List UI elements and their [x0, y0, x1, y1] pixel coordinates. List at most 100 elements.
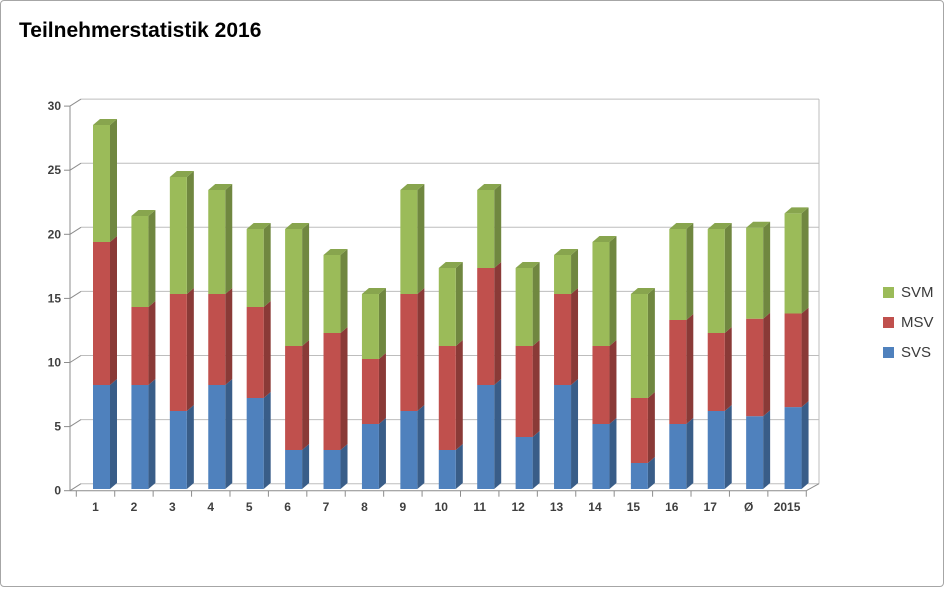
bar-segment-svs	[438, 450, 456, 489]
bar-segment-side-msv	[763, 312, 771, 417]
x-axis-category-label: 12	[511, 500, 525, 514]
bar-segment-svm	[131, 216, 149, 307]
bar-segment-msv	[400, 294, 418, 411]
bar-segment-svs	[630, 463, 648, 489]
bar-segment-side-svs	[302, 444, 310, 489]
bar-segment-side-svm	[225, 184, 233, 294]
bar-segment-svs	[515, 437, 533, 489]
bar-segment-svs	[554, 385, 572, 489]
bar-segment-side-msv	[609, 340, 617, 424]
bar-segment-side-svs	[647, 457, 655, 489]
bar-segment-msv	[323, 333, 341, 450]
bar-segment-svs	[746, 416, 764, 489]
bar-segment-msv	[515, 346, 533, 437]
bar-segment-side-svs	[763, 410, 771, 489]
bar-segment-side-msv	[186, 288, 194, 411]
bar-segment-side-svs	[186, 405, 194, 489]
bar-segment-top-svm	[361, 288, 386, 294]
legend-item-svm: SVM	[883, 277, 934, 307]
bar-segment-svm	[93, 125, 110, 242]
bar-segment-side-msv	[417, 288, 425, 411]
bar-segment-side-svm	[647, 288, 655, 398]
bar-segment-top-svm	[746, 221, 771, 228]
bar-segment-side-msv	[148, 301, 156, 385]
y-axis-tick-label: 10	[48, 356, 62, 370]
bar-segment-msv	[630, 398, 648, 463]
bar-segment-top-svm	[707, 223, 732, 229]
floor-right-depth-edge	[806, 483, 820, 492]
bar-segment-side-msv	[340, 327, 348, 450]
bar-segment-svm	[669, 229, 687, 320]
gridline-depth-connector	[69, 419, 82, 428]
bar-segment-top-svm	[131, 210, 156, 216]
x-axis-category-label: 14	[588, 500, 602, 514]
bar-segment-side-svs	[225, 379, 233, 489]
bar-segment-svm	[323, 255, 341, 333]
bar-segment-top-svm	[630, 288, 655, 294]
x-axis-category-label: 17	[704, 500, 718, 514]
bar-segment-side-svs	[686, 418, 694, 489]
bar-segment-svs	[246, 398, 264, 489]
bar-segment-svs	[477, 385, 495, 489]
x-axis-category-label: Ø	[744, 500, 753, 514]
bar-segment-svm	[630, 294, 648, 398]
bar-segment-side-msv	[110, 236, 117, 385]
bar-segment-msv	[707, 333, 725, 411]
bar-segment-svm	[707, 229, 725, 333]
bar-segment-side-msv	[532, 340, 540, 437]
gridline-depth-connector	[69, 226, 82, 235]
bar-segment-side-svs	[724, 405, 732, 489]
bar-segment-svm	[246, 229, 264, 307]
bar-segment-side-svs	[532, 431, 540, 489]
gridline-depth-connector	[69, 355, 82, 363]
bar-segment-msv	[169, 294, 187, 411]
bar-segment-svs	[707, 411, 725, 489]
x-axis-category-label: 16	[665, 500, 679, 514]
bar-segment-msv	[746, 318, 764, 417]
bar-segment-side-svm	[302, 223, 310, 346]
bar-segment-side-svs	[148, 379, 156, 489]
bar-segment-msv	[438, 346, 456, 450]
y-axis-tick-label: 15	[48, 291, 62, 305]
bar-segment-svm	[208, 190, 226, 294]
svs-color-swatch	[883, 346, 894, 358]
bar-segment-top-svm	[208, 184, 233, 190]
bar-segment-side-svs	[110, 379, 117, 489]
gridline-depth-connector	[69, 162, 82, 171]
y-axis-tick-label: 30	[48, 99, 62, 113]
bar-segment-side-msv	[647, 392, 655, 463]
bar-segment-svs	[669, 424, 687, 489]
bar-segment-side-svs	[340, 444, 348, 489]
bar-segment-side-msv	[263, 301, 271, 398]
bar-segment-side-msv	[494, 262, 502, 385]
y-axis-tick-label: 0	[54, 484, 61, 498]
x-axis-category-label: 8	[361, 500, 368, 514]
bar-segment-side-svs	[263, 392, 271, 489]
bar-segment-side-msv	[378, 353, 386, 424]
bar-segment-svs	[208, 385, 226, 489]
bar-segment-svs	[285, 450, 303, 489]
x-axis-category-label: 1	[92, 500, 99, 514]
bar-segment-msv	[131, 307, 149, 385]
bar-segment-svm	[554, 255, 572, 294]
bar-segment-svm	[285, 229, 303, 346]
bar-segment-svm	[784, 213, 802, 314]
x-axis-category-label: 6	[284, 500, 291, 514]
bar-segment-top-svm	[285, 223, 310, 229]
y-axis-tick-label: 20	[48, 227, 62, 241]
bar-segment-top-svm	[169, 171, 194, 177]
bar-segment-side-svm	[340, 249, 348, 333]
bar-segment-svs	[784, 407, 802, 489]
bar-segment-side-svm	[609, 236, 617, 346]
bar-segment-side-msv	[686, 314, 694, 424]
bar-segment-top-svm	[669, 223, 694, 229]
x-axis-category-label: 2	[131, 500, 138, 514]
bar-segment-svm	[592, 242, 610, 346]
bar-segment-msv	[554, 294, 572, 385]
bar-segment-top-svm	[554, 249, 579, 255]
bar-segment-side-msv	[801, 307, 809, 408]
bar-segment-top-svm	[438, 262, 463, 268]
bar-segment-side-msv	[724, 327, 732, 411]
x-axis-category-label: 10	[435, 500, 449, 514]
gridline-depth-connector	[69, 98, 82, 107]
